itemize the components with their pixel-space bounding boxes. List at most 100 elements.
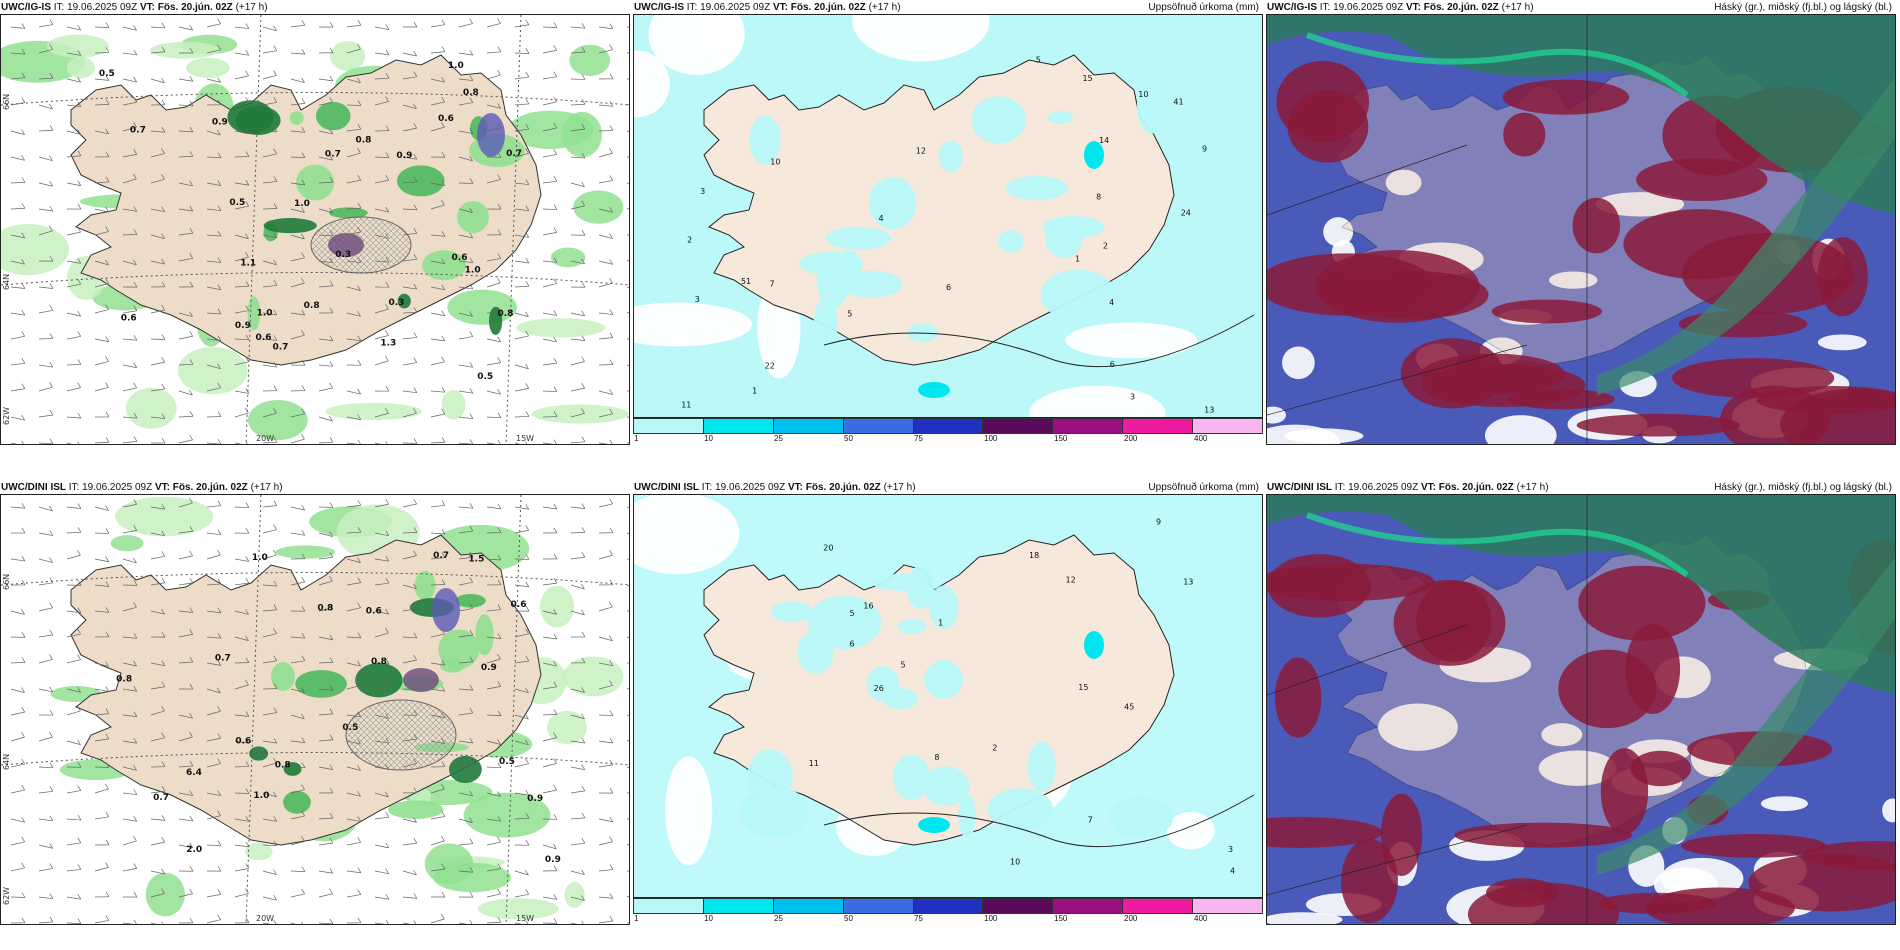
precip-value-label: 8 bbox=[1096, 193, 1101, 202]
precip-value-label: 14 bbox=[1099, 136, 1109, 145]
colorbar-tick-label: 400 bbox=[1194, 434, 1208, 443]
wind-value-label: 0.5 bbox=[477, 372, 493, 382]
precip-value-label: 41 bbox=[1173, 97, 1183, 106]
lon-label: 20W bbox=[256, 434, 274, 443]
wind-value-label: 0.6 bbox=[438, 114, 454, 124]
model-name: UWC/DINI ISL bbox=[634, 482, 699, 493]
precip-value-label: 6 bbox=[946, 283, 951, 292]
wind-value-label: 1.1 bbox=[240, 258, 256, 268]
colorbar-swatch bbox=[1193, 899, 1263, 913]
colorbar-tick-label: 75 bbox=[914, 434, 923, 443]
precip-value-label: 8 bbox=[934, 753, 939, 762]
wind-value-label: 0.5 bbox=[99, 69, 115, 79]
precip-value-label: 7 bbox=[1088, 816, 1093, 825]
colorbar-tick-label: 75 bbox=[914, 914, 923, 923]
wind-value-label: 1.0 bbox=[294, 199, 310, 209]
valid-time: VT: Fös. 20.jún. 02Z bbox=[139, 2, 233, 13]
colorbar-swatch bbox=[1123, 419, 1194, 433]
lat-label: 62W bbox=[2, 887, 11, 905]
panel-header: UWC/DINI ISL IT: 19.06.2025 09Z VT: Fös.… bbox=[634, 482, 1259, 496]
wind-value-label: 0.9 bbox=[545, 855, 561, 865]
precip-value-label: 20 bbox=[823, 543, 833, 552]
precip-value-label: 3 bbox=[700, 187, 705, 196]
valid-time: VT: Fös. 20.jún. 02Z bbox=[787, 482, 881, 493]
precip-value-label: 4 bbox=[1109, 298, 1114, 307]
colorbar-ticks: 1 10 25 50 75 100 150 200 400 bbox=[633, 434, 1263, 445]
colorbar-tick-label: 25 bbox=[774, 434, 783, 443]
wind-value-label: 0.7 bbox=[215, 654, 231, 664]
map-area: 6 5 13 18 15 26 20 45 12 2 3 11 9 10 16 8 4 5 7 1 bbox=[633, 494, 1263, 898]
wind-value-label: 1.0 bbox=[252, 553, 268, 563]
model-name: UWC/IG-IS bbox=[1, 2, 51, 13]
model-name: UWC/IG-IS bbox=[634, 2, 684, 13]
precip-value-label: 10 bbox=[1138, 90, 1148, 99]
wind-value-label: 0.9 bbox=[235, 321, 251, 331]
map-panel-cloud: UWC/IG-IS IT: 19.06.2025 09Z VT: Fös. 20… bbox=[1266, 0, 1896, 445]
init-time: IT: 19.06.2025 09Z bbox=[1334, 482, 1419, 493]
init-time: IT: 19.06.2025 09Z bbox=[53, 2, 138, 13]
lon-label: 15W bbox=[516, 914, 534, 923]
precip-value-label: 15 bbox=[1078, 683, 1088, 692]
model-name: UWC/DINI ISL bbox=[1267, 482, 1332, 493]
init-time: IT: 19.06.2025 09Z bbox=[686, 2, 771, 13]
colorbar-swatch bbox=[1193, 419, 1263, 433]
wind-value-label: 1.0 bbox=[253, 791, 269, 801]
iceland-landmass bbox=[70, 54, 542, 366]
precip-value-label: 16 bbox=[863, 601, 873, 610]
wind-value-label: 0.8 bbox=[498, 309, 514, 319]
colorbar-swatch bbox=[703, 419, 774, 433]
wind-value-label: 1.5 bbox=[468, 554, 484, 564]
field-title: Uppsöfnuð úrkoma (mm) bbox=[1148, 2, 1259, 13]
precip-value-label: 12 bbox=[1066, 575, 1076, 584]
colorbar-swatch bbox=[634, 419, 704, 433]
colorbar-swatch bbox=[773, 899, 844, 913]
model-name: UWC/DINI ISL bbox=[1, 482, 66, 493]
precip-colorbar bbox=[633, 898, 1263, 914]
map-area bbox=[1266, 494, 1896, 925]
colorbar-tick-label: 10 bbox=[704, 914, 713, 923]
colorbar-tick-label: 50 bbox=[844, 914, 853, 923]
precip-value-label: 4 bbox=[1230, 866, 1235, 875]
lon-label: 15W bbox=[516, 434, 534, 443]
init-time: IT: 19.06.2025 09Z bbox=[68, 482, 153, 493]
colorbar-swatch bbox=[913, 899, 984, 913]
precip-value-label: 22 bbox=[765, 362, 775, 371]
lat-label: 62W bbox=[2, 407, 11, 425]
wind-value-label: 0.8 bbox=[275, 761, 291, 771]
colorbar-ticks: 1 10 25 50 75 100 150 200 400 bbox=[633, 914, 1263, 925]
wind-value-label: 0.8 bbox=[304, 301, 320, 311]
colorbar-tick-label: 25 bbox=[774, 914, 783, 923]
lat-label: 66N bbox=[2, 94, 11, 110]
colorbar-swatch bbox=[1053, 419, 1124, 433]
precip-value-label: 2 bbox=[687, 236, 692, 245]
precip-value-label: 5 bbox=[849, 609, 854, 618]
wind-value-label: 0.9 bbox=[396, 151, 412, 161]
wind-value-label: 0.8 bbox=[371, 657, 387, 667]
precip-value-label: 12 bbox=[916, 147, 926, 156]
field-title: Uppsöfnuð úrkoma (mm) bbox=[1148, 482, 1259, 493]
wind-value-label: 0.6 bbox=[452, 253, 468, 263]
wind-value-label: 1.0 bbox=[448, 61, 464, 71]
colorbar-tick-label: 100 bbox=[984, 914, 998, 923]
map-panel-cloud: UWC/DINI ISL IT: 19.06.2025 09Z VT: Fös.… bbox=[1266, 480, 1896, 925]
precip-value-label: 24 bbox=[1181, 209, 1191, 218]
colorbar-tick-label: 1 bbox=[634, 434, 639, 443]
precip-value-label: 4 bbox=[878, 214, 883, 223]
colorbar-swatch bbox=[983, 899, 1054, 913]
wind-value-label: 2.0 bbox=[186, 845, 202, 855]
precip-value-label: 5 bbox=[1036, 56, 1041, 65]
wind-value-label: 1.3 bbox=[380, 338, 396, 348]
colorbar-tick-label: 200 bbox=[1124, 914, 1138, 923]
wind-value-label: 0.8 bbox=[355, 135, 371, 145]
precip-value-label: 6 bbox=[849, 639, 854, 648]
colorbar-tick-label: 200 bbox=[1124, 434, 1138, 443]
wind-value-label: 0.6 bbox=[121, 313, 137, 323]
precip-value-label: 11 bbox=[809, 759, 819, 768]
field-title: Háský (gr.), miðský (fj.bl.) og lágský (… bbox=[1714, 482, 1892, 493]
wind-value-label: 0.3 bbox=[335, 250, 351, 260]
wind-value-label: 0.5 bbox=[499, 757, 515, 767]
lead-time: (+17 h) bbox=[235, 2, 268, 13]
wind-value-label: 0.5 bbox=[229, 198, 245, 208]
wind-value-label: 0.6 bbox=[256, 333, 272, 343]
precip-value-label: 2 bbox=[992, 743, 997, 752]
